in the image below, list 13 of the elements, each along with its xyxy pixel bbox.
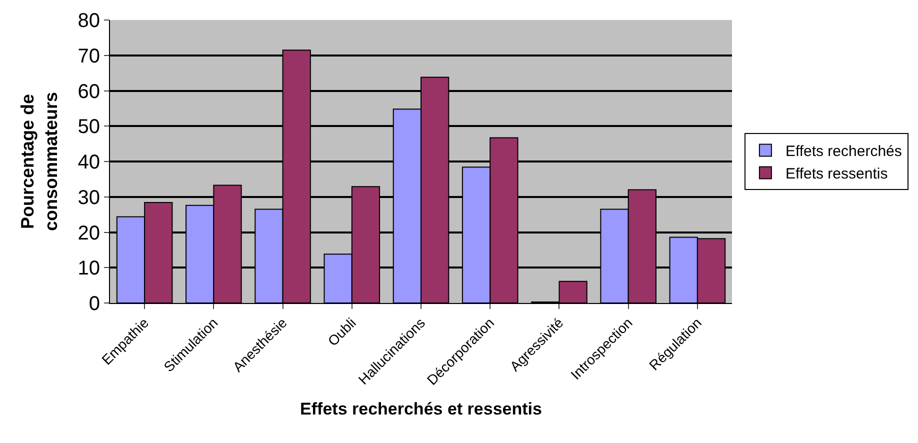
y-tick-label: 10 [78, 258, 100, 280]
y-tick-label: 20 [78, 222, 100, 244]
y-tick-label: 80 [78, 10, 100, 32]
legend-label: Effets ressentis [785, 166, 888, 183]
y-tick-label: 40 [78, 152, 100, 174]
y-tick-label: 30 [78, 186, 100, 209]
legend-label: Effets recherchés [785, 143, 902, 160]
y-tick-label: 0 [88, 293, 100, 315]
y-tick-label: 60 [78, 80, 100, 103]
y-tick-label: 50 [78, 116, 100, 138]
y-tick-label: 70 [78, 45, 100, 68]
x-axis-title: Effets recherchés et ressentis [300, 399, 542, 418]
y-axis-title: Pourcentage de consommateurs [18, 92, 61, 232]
